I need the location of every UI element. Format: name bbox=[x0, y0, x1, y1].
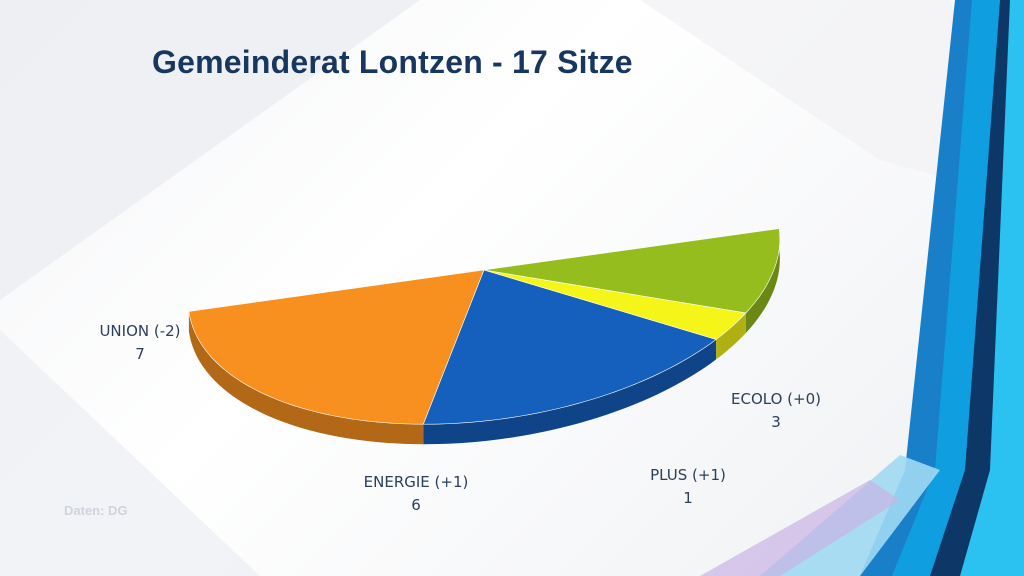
slice-label-plus-name: PLUS (+1) bbox=[650, 466, 726, 484]
pie-slice-union bbox=[188, 269, 485, 425]
pie-slice-energie bbox=[422, 269, 717, 425]
slice-label-plus: PLUS (+1) 1 bbox=[634, 464, 742, 510]
slice-label-union-name: UNION (-2) bbox=[99, 322, 181, 340]
pie-slice-plus bbox=[483, 269, 747, 340]
slice-label-energie-value: 6 bbox=[411, 496, 421, 514]
slice-label-union-value: 7 bbox=[135, 345, 145, 363]
slice-label-plus-value: 1 bbox=[683, 489, 693, 507]
pie-slice-side-ecolo bbox=[745, 228, 780, 333]
data-source: Daten: DG bbox=[64, 503, 128, 518]
chart-title: Gemeinderat Lontzen - 17 Sitze bbox=[152, 44, 633, 80]
slice-label-ecolo: ECOLO (+0) 3 bbox=[722, 388, 830, 434]
slice-label-ecolo-value: 3 bbox=[771, 413, 781, 431]
pie-slice-side-union bbox=[188, 311, 424, 445]
pie-slice-ecolo bbox=[483, 228, 781, 314]
slice-label-energie-name: ENERGIE (+1) bbox=[363, 473, 469, 491]
pie-slice-side-plus bbox=[716, 312, 746, 360]
pie-slice-side-energie bbox=[423, 339, 717, 445]
slice-label-ecolo-name: ECOLO (+0) bbox=[731, 390, 821, 408]
slice-label-energie: ENERGIE (+1) 6 bbox=[356, 471, 476, 517]
slice-label-union: UNION (-2) 7 bbox=[92, 320, 188, 366]
